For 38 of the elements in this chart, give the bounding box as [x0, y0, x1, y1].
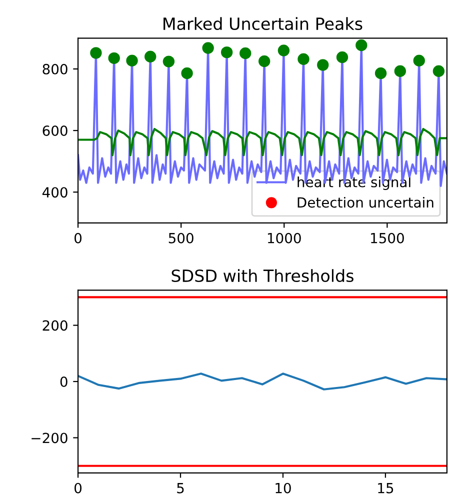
point [336, 51, 348, 64]
point [413, 54, 425, 66]
chart-title: SDSD with Thresholds [172, 269, 354, 282]
y-tick-label: 400 [42, 187, 68, 198]
y-tick-label: 200 [42, 320, 68, 331]
point [394, 65, 406, 77]
x-tick-label: 10 [276, 482, 291, 494]
y-tick-label: 800 [42, 64, 68, 74]
x-tick-label: 500 [168, 232, 194, 244]
point [108, 52, 120, 64]
point [220, 46, 233, 58]
chart-title: Marked Uncertain Peaks [164, 17, 362, 30]
point [258, 55, 270, 68]
line-series [78, 128, 447, 156]
point [202, 42, 214, 54]
point [126, 54, 138, 66]
point [90, 47, 102, 59]
point [432, 65, 445, 77]
point [317, 59, 329, 71]
y-tick-label: 600 [42, 125, 68, 136]
point [240, 47, 252, 60]
x-tick-label: 1000 [268, 232, 301, 244]
point [181, 67, 193, 80]
x-tick-label: 0 [74, 482, 82, 494]
point [162, 56, 175, 68]
x-tick-label: 15 [378, 483, 394, 494]
x-tick-label: 5 [177, 483, 184, 494]
x-tick-label: 1500 [371, 232, 404, 244]
legend-label: Detection uncertain [298, 196, 434, 208]
x-tick-label: 0 [74, 232, 82, 244]
point [278, 44, 290, 56]
point [356, 39, 368, 52]
point [144, 50, 156, 62]
point [374, 67, 387, 80]
y-tick-label: −200 [32, 432, 68, 444]
line-series [78, 372, 447, 390]
y-tick-label: 0 [60, 376, 68, 387]
point [298, 53, 310, 65]
